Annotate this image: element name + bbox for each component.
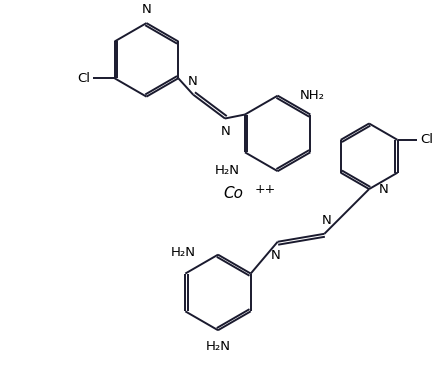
Text: N: N <box>187 75 197 88</box>
Text: Cl: Cl <box>77 72 90 85</box>
Text: NH₂: NH₂ <box>299 89 325 102</box>
Text: N: N <box>379 182 389 196</box>
Text: N: N <box>142 3 152 16</box>
Text: H₂N: H₂N <box>215 164 240 177</box>
Text: ++: ++ <box>255 182 276 196</box>
Text: H₂N: H₂N <box>171 246 196 259</box>
Text: N: N <box>271 249 280 262</box>
Text: H₂N: H₂N <box>206 340 230 353</box>
Text: N: N <box>322 214 331 227</box>
Text: N: N <box>221 126 231 138</box>
Text: Cl: Cl <box>420 133 433 146</box>
Text: Co: Co <box>223 185 243 200</box>
